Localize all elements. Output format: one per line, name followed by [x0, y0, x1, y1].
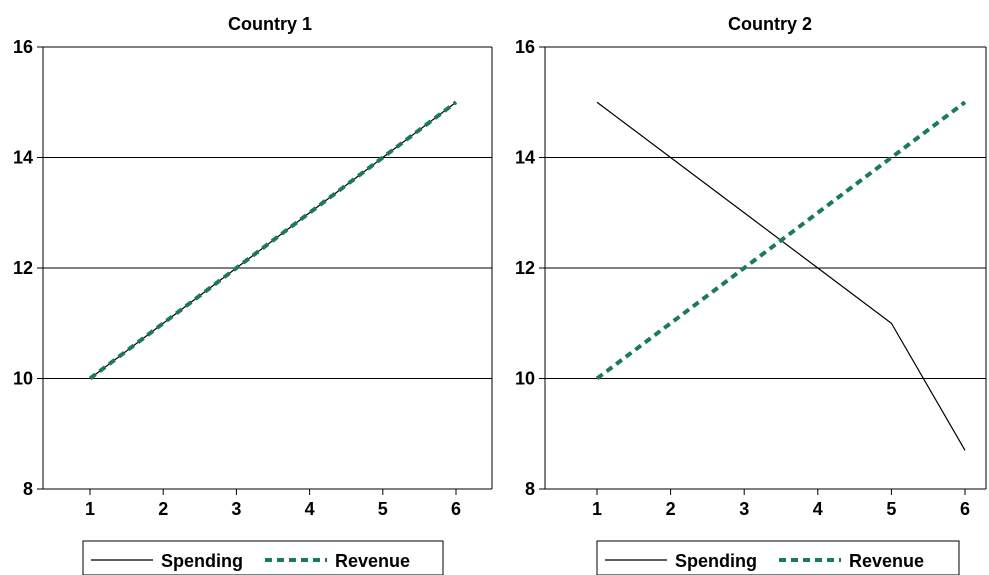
- x-tick-label: 5: [886, 499, 896, 519]
- x-tick-label: 4: [813, 499, 823, 519]
- y-tick-label: 12: [13, 258, 33, 278]
- y-tick-label: 10: [13, 369, 33, 389]
- x-tick-label: 3: [739, 499, 749, 519]
- y-tick-label: 14: [13, 148, 33, 168]
- x-tick-label: 6: [960, 499, 970, 519]
- legend: Spending Revenue: [82, 540, 444, 575]
- chart-title: Country 1: [228, 14, 312, 34]
- y-tick-label: 8: [23, 479, 33, 499]
- y-tick-label: 16: [13, 37, 33, 57]
- x-tick-label: 3: [231, 499, 241, 519]
- legend: Spending Revenue: [596, 540, 960, 575]
- x-tick-label: 2: [158, 499, 168, 519]
- x-tick-label: 6: [451, 499, 461, 519]
- legend-label-revenue: Revenue: [849, 551, 924, 571]
- y-tick-label: 16: [515, 37, 535, 57]
- x-tick-label: 1: [592, 499, 602, 519]
- legend-label-revenue: Revenue: [335, 551, 410, 571]
- series-line-revenue: [88, 100, 458, 381]
- legend-box: [596, 540, 960, 575]
- y-tick-label: 12: [515, 258, 535, 278]
- chart-title: Country 2: [728, 14, 812, 34]
- series-line-spending: [596, 101, 966, 451]
- legend-box: [82, 540, 444, 575]
- y-tick-label: 14: [515, 148, 535, 168]
- legend-label-spending: Spending: [161, 551, 243, 571]
- x-tick-label: 4: [305, 499, 315, 519]
- y-tick-label: 10: [515, 369, 535, 389]
- x-tick-label: 1: [85, 499, 95, 519]
- y-tick-label: 8: [525, 479, 535, 499]
- legend-label-spending: Spending: [675, 551, 757, 571]
- x-tick-label: 5: [378, 499, 388, 519]
- x-tick-label: 2: [666, 499, 676, 519]
- series-line-revenue: [595, 100, 967, 381]
